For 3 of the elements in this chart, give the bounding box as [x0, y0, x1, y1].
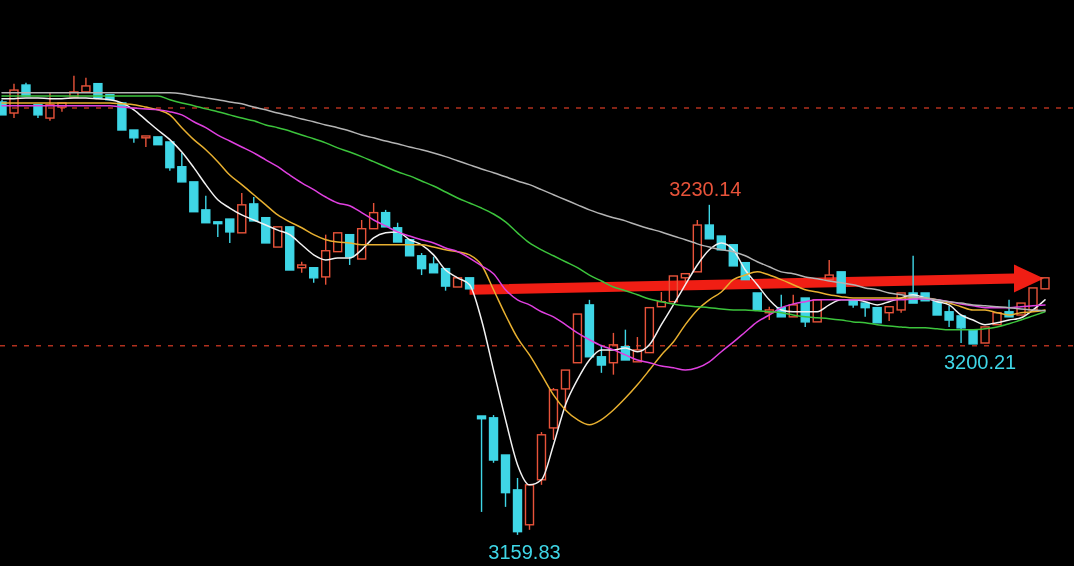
annotation: 3230.14 [669, 177, 742, 200]
annotation: 3159.83 [488, 540, 561, 563]
annotation: 3200.21 [943, 351, 1017, 374]
